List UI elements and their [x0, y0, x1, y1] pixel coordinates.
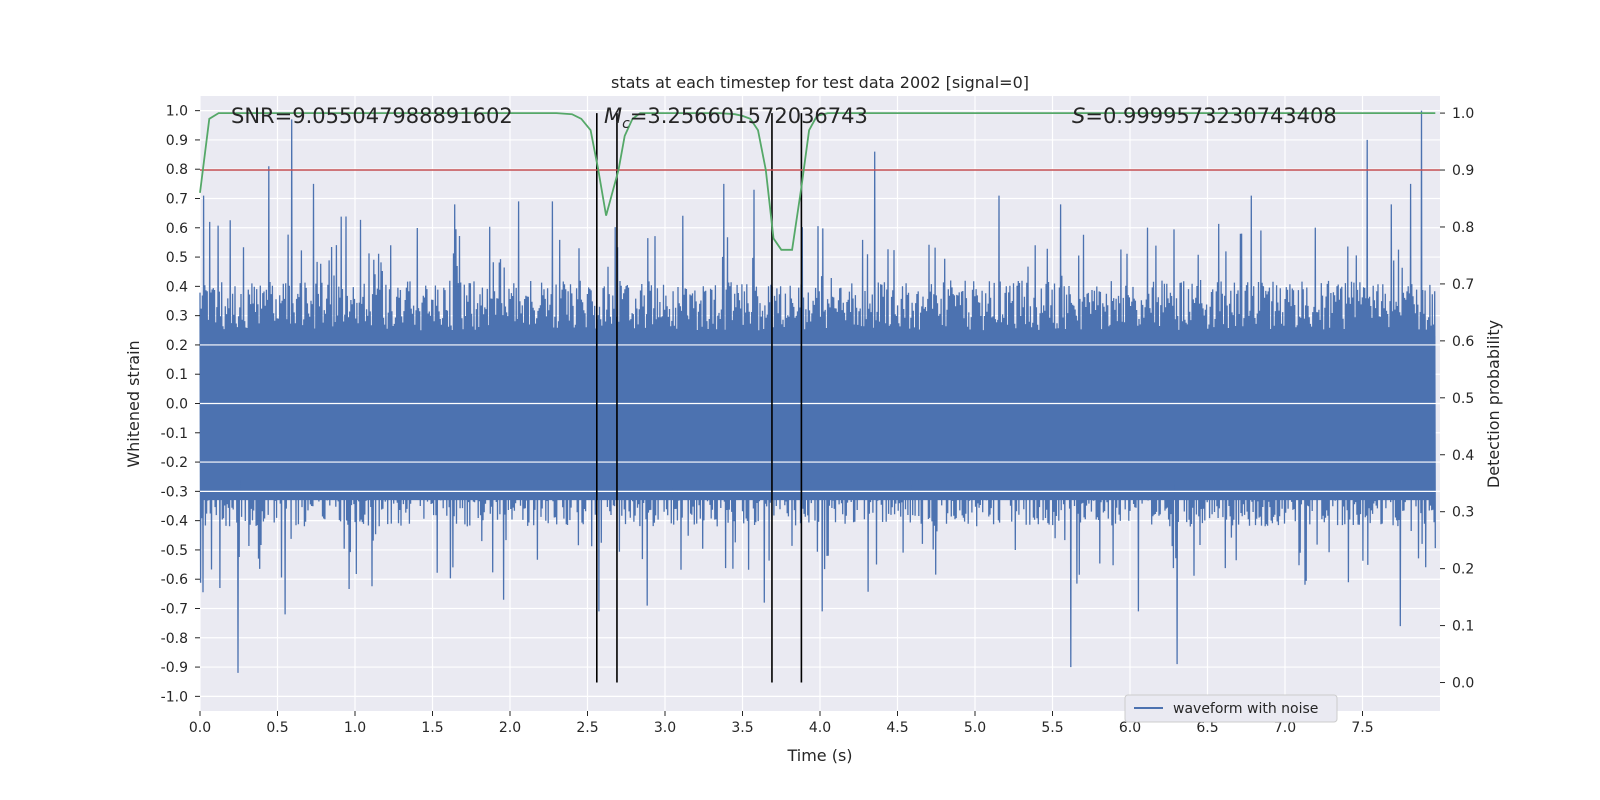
x-tick-label: 5.0 — [964, 720, 986, 736]
x-tick-label: 7.0 — [1274, 720, 1296, 736]
s-value: =0.9999573230743408 — [1085, 104, 1336, 128]
y-left-tick-label: 0.9 — [166, 133, 188, 149]
y-right-ticks: 1.0 0.9 0.8 0.7 0.6 0.5 0.4 0.3 0.2 0.1 0.0 — [1440, 106, 1474, 692]
y-right-tick-label: 0.7 — [1452, 277, 1474, 293]
waveform-series — [199, 110, 1440, 673]
chart-title: stats at each timestep for test data 200… — [611, 73, 1029, 92]
y-right-axis-label: Detection probability — [1484, 320, 1503, 488]
x-axis-label: Time (s) — [786, 746, 852, 765]
x-tick-label: 4.0 — [809, 720, 831, 736]
y-left-tick-label: 0.3 — [166, 309, 188, 325]
y-right-tick-label: 0.0 — [1452, 676, 1474, 692]
detection-window-lines — [595, 113, 803, 683]
y-right-tick-label: 1.0 — [1452, 106, 1474, 122]
y-left-tick-label: -0.3 — [161, 484, 188, 500]
y-left-axis-label: Whitened strain — [124, 340, 143, 467]
y-left-tick-label: 0.8 — [166, 162, 188, 178]
y-left-tick-label: -0.6 — [161, 572, 188, 588]
probability-line — [199, 112, 1436, 251]
y-left-tick-label: -0.2 — [161, 455, 188, 471]
y-left-tick-label: 0.0 — [166, 397, 188, 413]
y-left-tick-label: -0.8 — [161, 631, 188, 647]
legend-box — [1124, 694, 1338, 723]
x-tick-label: 0.5 — [266, 720, 288, 736]
x-tick-label: 2.0 — [499, 720, 521, 736]
x-tick-label: 3.5 — [731, 720, 753, 736]
y-left-tick-label: 0.1 — [166, 367, 188, 383]
y-left-tick-label: -0.5 — [161, 543, 188, 559]
s-annotation: S=0.9999573230743408 — [1072, 104, 1337, 128]
x-tick-label: 5.5 — [1041, 720, 1063, 736]
y-left-tick-label: 0.4 — [166, 279, 188, 295]
y-left-tick-label: -1.0 — [161, 689, 188, 705]
y-right-tick-label: 0.9 — [1452, 163, 1474, 179]
y-right-tick-label: 0.5 — [1452, 391, 1474, 407]
x-tick-label: 1.0 — [344, 720, 366, 736]
x-tick-label: 7.5 — [1351, 720, 1373, 736]
x-tick-label: 6.5 — [1196, 720, 1218, 736]
y-left-tick-label: 0.7 — [166, 192, 188, 208]
y-left-tick-label: 0.5 — [166, 250, 188, 266]
mc-symbol: M — [604, 104, 622, 128]
y-right-tick-label: 0.8 — [1452, 220, 1474, 236]
y-right-tick-label: 0.4 — [1452, 448, 1474, 464]
mc-value: =3.256601572036743 — [630, 104, 868, 128]
s-symbol: S — [1072, 104, 1085, 128]
y-left-ticks: 1.0 0.9 0.8 0.7 0.6 0.5 0.4 0.3 0.2 0.1 0.0 -0.1 -0.… — [161, 104, 200, 705]
y-right-tick-label: 0.3 — [1452, 505, 1474, 521]
legend: waveform with noise — [1124, 694, 1338, 723]
x-tick-label: 6.0 — [1119, 720, 1141, 736]
y-right-tick-label: 0.6 — [1452, 334, 1474, 350]
y-left-tick-label: 0.6 — [166, 221, 188, 237]
waveform-line — [199, 110, 1436, 673]
snr-annotation: SNR=9.055047988891602 — [231, 104, 513, 128]
y-right-tick-label: 0.2 — [1452, 562, 1474, 578]
x-ticks: 0.0 0.5 1.0 1.5 2.0 2.5 3.0 3.5 4.0 4.5 5.0 5.5 6.0 6… — [189, 711, 1374, 736]
x-tick-label: 4.5 — [886, 720, 908, 736]
x-tick-label: 0.0 — [189, 720, 211, 736]
y-left-tick-label: -0.4 — [161, 514, 188, 530]
x-tick-label: 3.0 — [654, 720, 676, 736]
y-left-tick-label: -0.1 — [161, 426, 188, 442]
y-left-tick-label: -0.7 — [161, 602, 188, 618]
mc-annotation: Mc=3.256601572036743 — [604, 104, 868, 132]
y-left-tick-label: -0.9 — [161, 660, 188, 676]
y-left-tick-label: 1.0 — [166, 104, 188, 120]
mc-subscript: c — [622, 116, 630, 132]
y-right-tick-label: 0.1 — [1452, 619, 1474, 635]
x-tick-label: 1.5 — [421, 720, 443, 736]
legend-label: waveform with noise — [1173, 701, 1318, 717]
x-tick-label: 2.5 — [576, 720, 598, 736]
probability-series — [199, 112, 1436, 251]
y-left-tick-label: 0.2 — [166, 338, 188, 354]
